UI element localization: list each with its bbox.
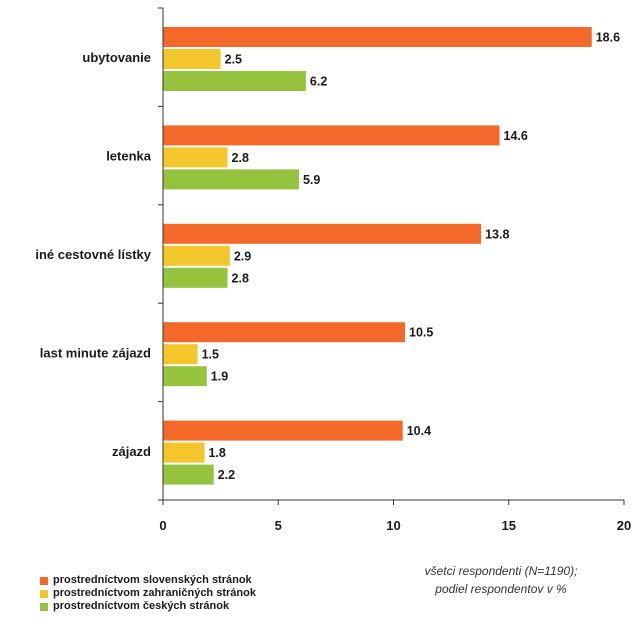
bar-0-1 (163, 49, 221, 69)
legend: prostredníctvom slovenských stránok pros… (40, 574, 256, 613)
data-label-3-0: 10.5 (409, 326, 433, 340)
data-label-2-0: 13.8 (485, 227, 509, 241)
data-label-3-1: 1.5 (202, 348, 219, 362)
x-tick-label-1: 5 (275, 518, 282, 533)
x-tick-label-3: 15 (502, 518, 516, 533)
data-label-4-0: 10.4 (407, 424, 431, 438)
legend-swatch-slovak (40, 576, 48, 585)
category-label-3: last minute zájazd (40, 345, 151, 360)
category-label-1: letenka (106, 149, 152, 164)
category-label-4: zájazd (112, 444, 151, 459)
data-label-0-0: 18.6 (596, 31, 620, 45)
legend-swatch-czech (40, 602, 48, 611)
bar-0-2 (163, 71, 306, 91)
legend-label-czech: prostredníctvom českých stránok (53, 600, 230, 612)
x-tick-label-0: 0 (159, 518, 166, 533)
bar-4-2 (163, 464, 214, 485)
bar-3-0 (163, 322, 406, 343)
x-tick-label-4: 20 (617, 518, 631, 533)
legend-item-slovak: prostredníctvom slovenských stránok (40, 574, 256, 587)
bar-2-0 (163, 223, 482, 244)
data-label-2-2: 2.8 (232, 271, 249, 285)
legend-item-foreign: prostredníctvom zahraničných stránok (40, 587, 256, 600)
bar-1-2 (163, 169, 299, 190)
bar-0-0 (163, 27, 592, 47)
legend-swatch-foreign (40, 589, 48, 598)
legend-item-czech: prostredníctvom českých stránok (40, 600, 256, 613)
data-label-1-1: 2.8 (232, 151, 249, 165)
data-label-3-2: 1.9 (211, 370, 228, 384)
bar-3-1 (163, 344, 198, 365)
x-tick-label-2: 10 (386, 518, 400, 533)
bar-1-0 (163, 125, 500, 146)
data-label-0-1: 2.5 (225, 53, 242, 67)
bar-2-1 (163, 245, 230, 266)
bar-4-0 (163, 420, 403, 441)
data-label-0-2: 6.2 (310, 75, 327, 89)
data-label-2-1: 2.9 (234, 249, 251, 263)
category-label-0: ubytovanie (82, 50, 151, 65)
data-label-4-2: 2.2 (218, 468, 235, 482)
data-label-1-0: 14.6 (504, 129, 528, 143)
respondents-note: všetci respondenti (N=1190); podiel resp… (391, 562, 611, 598)
bar-2-2 (163, 267, 228, 288)
data-label-4-1: 1.8 (208, 446, 225, 460)
data-label-1-2: 5.9 (303, 173, 320, 187)
bar-1-1 (163, 147, 228, 168)
note-line-2: podiel respondentov v % (435, 582, 567, 596)
legend-label-slovak: prostredníctvom slovenských stránok (53, 574, 252, 586)
bar-4-1 (163, 442, 205, 463)
legend-label-foreign: prostredníctvom zahraničných stránok (53, 587, 256, 599)
note-line-1: všetci respondenti (N=1190); (424, 564, 578, 578)
bar-3-2 (163, 366, 207, 387)
category-label-2: iné cestovné lístky (35, 247, 151, 262)
